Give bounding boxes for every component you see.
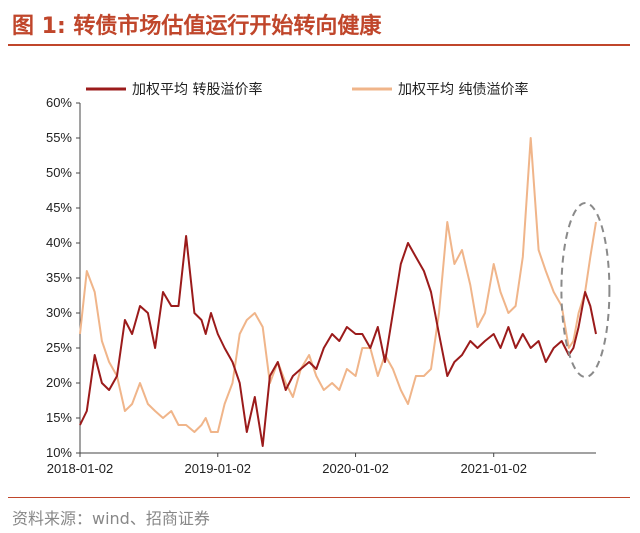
y-tick-label: 10% bbox=[46, 445, 72, 460]
y-tick-label: 45% bbox=[46, 200, 72, 215]
y-tick-label: 20% bbox=[46, 375, 72, 390]
y-tick-label: 50% bbox=[46, 165, 72, 180]
y-tick-label: 30% bbox=[46, 305, 72, 320]
title-rule bbox=[8, 44, 630, 46]
y-tick-label: 25% bbox=[46, 340, 72, 355]
legend-label-2: 加权平均 纯债溢价率 bbox=[398, 81, 528, 98]
y-tick-label: 55% bbox=[46, 130, 72, 145]
x-tick-label: 2018-01-02 bbox=[47, 461, 114, 476]
y-tick-label: 60% bbox=[46, 95, 72, 110]
x-tick-label: 2021-01-02 bbox=[460, 461, 527, 476]
series-line-2 bbox=[79, 137, 597, 433]
figure-title: 图 1: 转债市场估值运行开始转向健康 bbox=[12, 14, 382, 39]
source-note: 资料来源：wind、招商证券 bbox=[12, 509, 210, 528]
x-tick-label: 2020-01-02 bbox=[322, 461, 389, 476]
legend-label-1: 加权平均 转股溢价率 bbox=[132, 81, 262, 98]
y-tick-label: 40% bbox=[46, 235, 72, 250]
y-tick-label: 15% bbox=[46, 410, 72, 425]
y-tick-label: 35% bbox=[46, 270, 72, 285]
highlight-ellipse bbox=[560, 202, 611, 378]
source-rule bbox=[8, 497, 630, 498]
x-tick-label: 2019-01-02 bbox=[185, 461, 252, 476]
series-line-1 bbox=[79, 235, 597, 447]
